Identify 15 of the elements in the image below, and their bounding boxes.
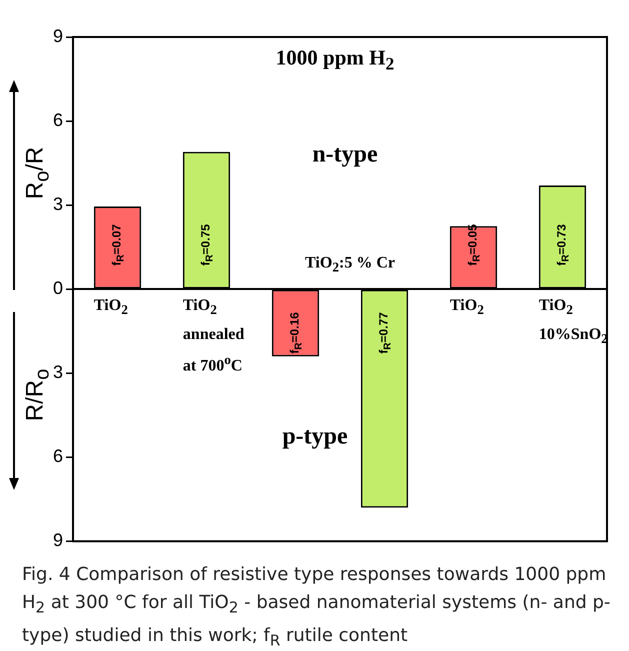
y-tick-label: 6	[52, 446, 64, 466]
annotation: p-type	[282, 424, 348, 450]
annotation: n-type	[312, 142, 378, 168]
x-tick-label: TiO$_{2}$ annealed at 700$^{o}$C	[182, 296, 244, 377]
y-tick-label: 0	[52, 278, 64, 298]
y-tick-label: 3	[52, 194, 64, 214]
annotation: TiO$_{2}$:5 % Cr	[305, 254, 395, 276]
y-tick-label: 6	[52, 110, 64, 130]
y-tick-label: 9	[52, 530, 64, 550]
x-tick-label: TiO$_{2}$	[450, 296, 484, 320]
text: Fig. 4 Comparison of resistive type responses towards 1000 ppm H$_{2}$ at 300 °C for all TiO$_{2}$ - based nanomaterial systems (n- and p-type) studied in this work; f$_{R}$ rutile content	[22, 564, 610, 650]
x-tick-label: TiO$_{2}$	[94, 296, 128, 320]
annotation: 1000 ppm H$_{2}$	[276, 45, 394, 75]
y-tick-label: 9	[52, 26, 64, 46]
y-tick-label: 3	[52, 362, 64, 382]
